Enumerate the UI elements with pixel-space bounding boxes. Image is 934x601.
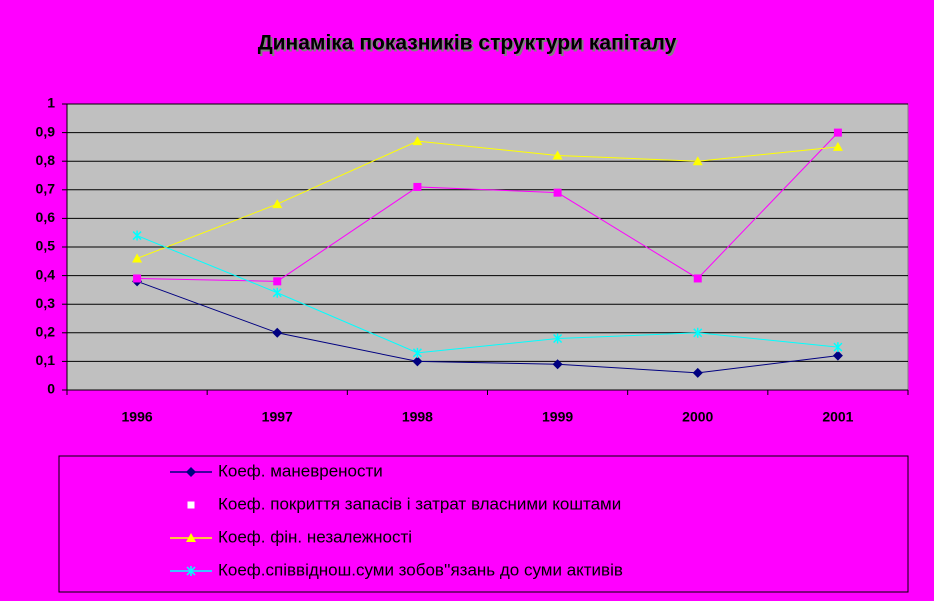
y-tick-label: 0 <box>47 381 55 397</box>
legend-marker <box>186 566 196 576</box>
point-marker <box>553 333 563 344</box>
y-tick-label: 0,4 <box>36 266 56 282</box>
legend-marker <box>186 467 196 477</box>
series-line <box>136 280 838 374</box>
point-marker <box>693 327 703 338</box>
y-tick-label: 0,2 <box>36 324 56 340</box>
series-line <box>136 140 838 259</box>
legend-label: Коеф. покриття запасів і затрат власними… <box>218 494 621 513</box>
point-marker <box>133 274 142 283</box>
point-marker <box>833 342 843 353</box>
x-tick-label: 1996 <box>122 409 153 425</box>
legend-box <box>58 455 909 593</box>
legend-label: Коеф. маневрености <box>218 461 383 480</box>
y-tick-label: 0,5 <box>36 238 56 254</box>
x-tick-label: 2001 <box>822 409 853 425</box>
x-tick-label: 1997 <box>262 409 293 425</box>
point-marker <box>692 367 703 378</box>
point-marker <box>413 182 422 191</box>
y-tick-label: 0,7 <box>36 181 56 197</box>
point-marker <box>552 359 563 370</box>
series-line <box>136 235 838 354</box>
point-marker <box>693 274 702 283</box>
point-marker <box>552 150 563 160</box>
y-tick-label: 0,6 <box>36 209 56 225</box>
series-line <box>137 132 839 282</box>
point-marker <box>832 141 843 151</box>
y-tick-label: 0,3 <box>36 295 56 311</box>
legend-marker <box>186 533 196 542</box>
y-tick-label: 0,1 <box>36 352 56 368</box>
point-marker <box>833 128 842 137</box>
point-marker <box>412 356 423 367</box>
legend-label: Коеф. фін. незалежності <box>218 527 412 546</box>
x-tick-label: 1999 <box>542 409 573 425</box>
point-marker <box>272 199 283 209</box>
point-marker <box>412 136 423 146</box>
point-marker <box>832 350 843 361</box>
point-marker <box>273 277 282 286</box>
y-tick-label: 0,9 <box>36 123 56 139</box>
point-marker <box>553 188 562 197</box>
point-marker <box>412 347 422 358</box>
y-tick-label: 1 <box>47 95 55 111</box>
chart-title: Динаміка показників структури капіталу <box>258 32 677 55</box>
x-tick-label: 1998 <box>402 409 433 425</box>
point-marker <box>132 230 142 241</box>
legend-marker <box>186 500 196 510</box>
y-tick-label: 0,8 <box>36 152 56 168</box>
point-marker <box>272 287 282 298</box>
x-tick-label: 2000 <box>682 409 713 425</box>
legend-label: Коеф.співвіднош.суми зобов''язань до сум… <box>218 560 623 579</box>
point-marker <box>132 253 143 263</box>
point-marker <box>692 156 703 166</box>
point-marker <box>272 327 283 338</box>
